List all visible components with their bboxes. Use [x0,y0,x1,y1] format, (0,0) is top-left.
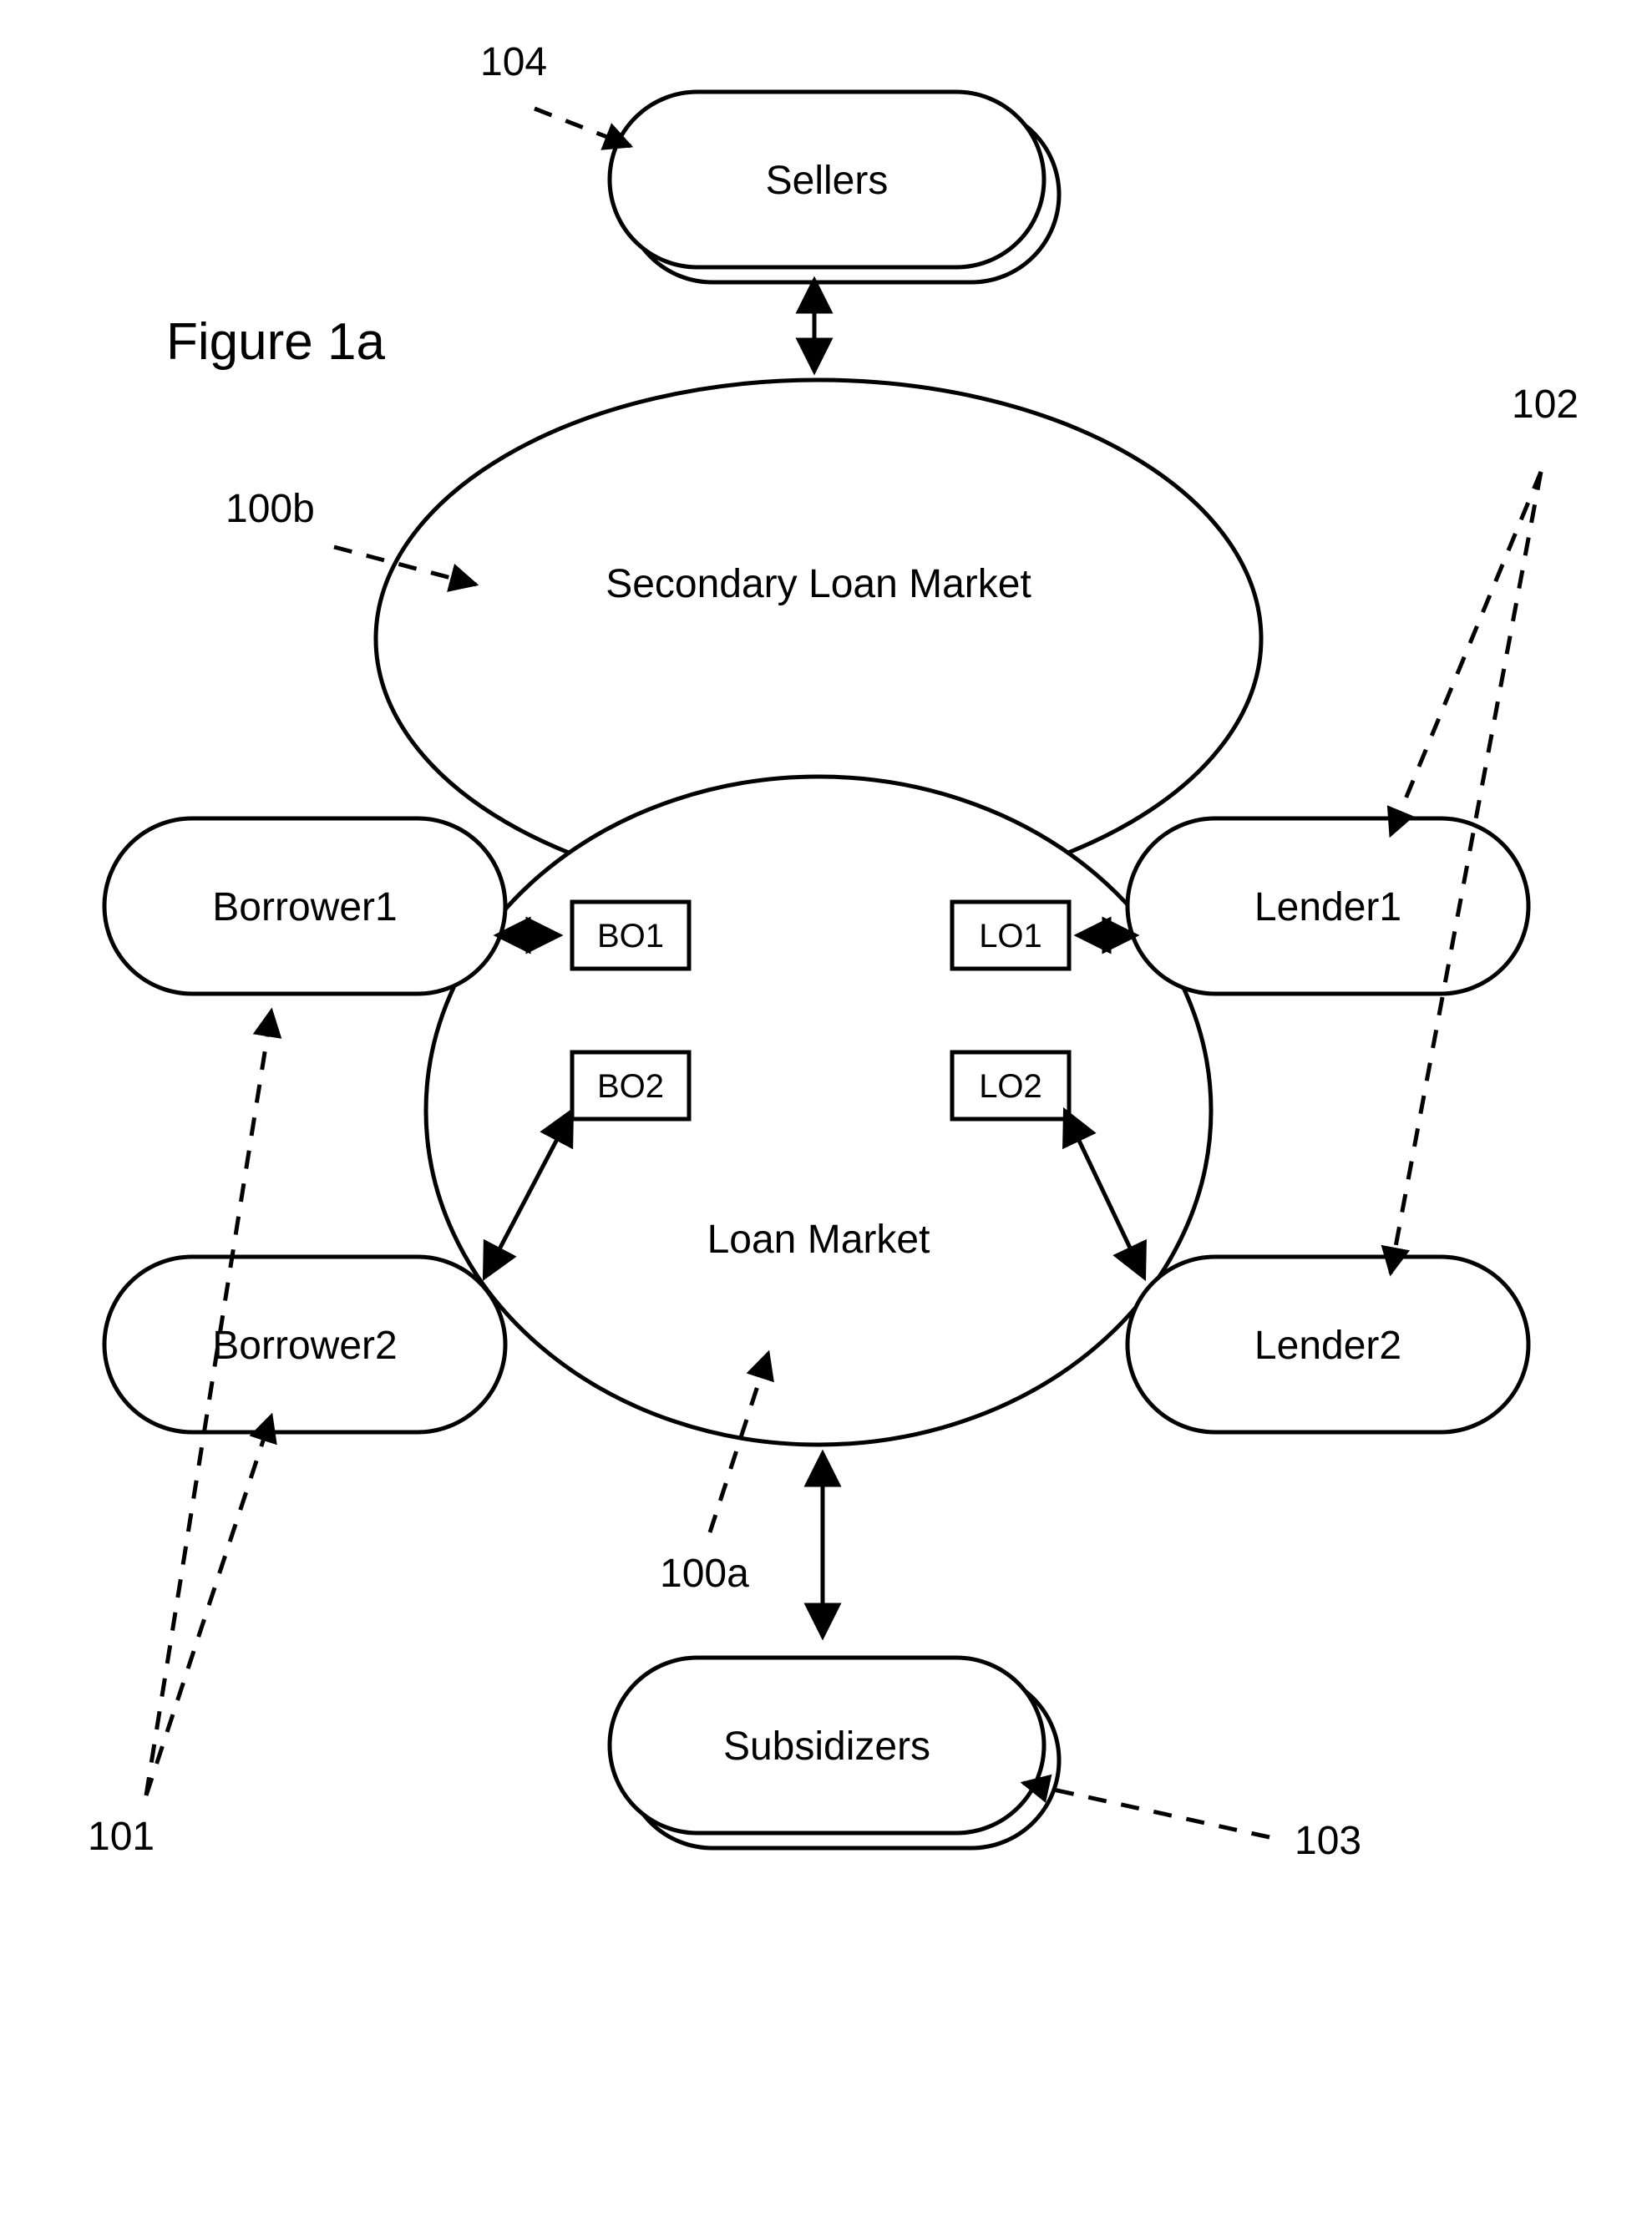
callout-103: 103 [1295,1819,1361,1863]
figure-title: Figure 1a [166,313,385,371]
callout-arrow-103-subsidizers [1023,1783,1269,1837]
loan-market-ellipse [426,777,1211,1445]
subsidizers-label: Subsidizers [723,1724,930,1769]
loan-market-diagram: Figure 1a Secondary Loan Market Loan Mar… [0,0,1652,2218]
callout-arrow-102-lender1 [1391,472,1541,835]
borrower1-label: Borrower1 [212,885,397,929]
sellers-label: Sellers [766,159,889,203]
secondary-loan-market-label: Secondary Loan Market [606,562,1031,606]
borrower2-label: Borrower2 [212,1324,397,1368]
lender2-label: Lender2 [1254,1324,1401,1368]
lo1-label: LO1 [979,918,1042,955]
callout-arrow-104-sellers [535,109,631,146]
callout-100b: 100b [226,487,315,531]
callout-100a: 100a [660,1552,749,1596]
bo1-label: BO1 [597,918,664,955]
callout-101: 101 [88,1815,155,1859]
loan-market-label: Loan Market [707,1218,930,1262]
lender1-label: Lender1 [1254,885,1401,929]
lo2-label: LO2 [979,1068,1042,1105]
callout-arrow-101-borrower2 [146,1415,271,1795]
callout-104: 104 [480,40,547,84]
callout-102: 102 [1512,382,1579,427]
bo2-label: BO2 [597,1068,664,1105]
